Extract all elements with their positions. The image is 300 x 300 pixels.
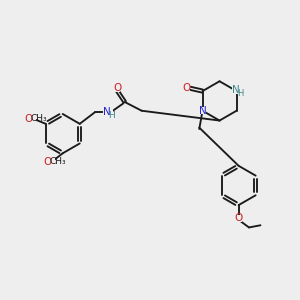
- Text: O: O: [235, 213, 243, 223]
- Text: O: O: [24, 114, 32, 124]
- Text: CH₃: CH₃: [31, 114, 47, 123]
- Bar: [40, 158, 55, 166]
- Text: H: H: [238, 89, 244, 98]
- Text: N: N: [232, 85, 240, 95]
- Text: O: O: [113, 83, 121, 93]
- Bar: [21, 116, 36, 122]
- Text: N: N: [103, 107, 111, 117]
- Bar: [236, 214, 242, 222]
- Text: O: O: [43, 157, 51, 167]
- Bar: [199, 107, 206, 114]
- Bar: [232, 86, 242, 94]
- Text: O: O: [183, 83, 191, 93]
- Text: H: H: [109, 111, 115, 120]
- Bar: [184, 85, 190, 92]
- Bar: [103, 109, 113, 116]
- Text: CH₃: CH₃: [50, 158, 66, 166]
- Bar: [114, 85, 120, 92]
- Text: N: N: [199, 106, 206, 116]
